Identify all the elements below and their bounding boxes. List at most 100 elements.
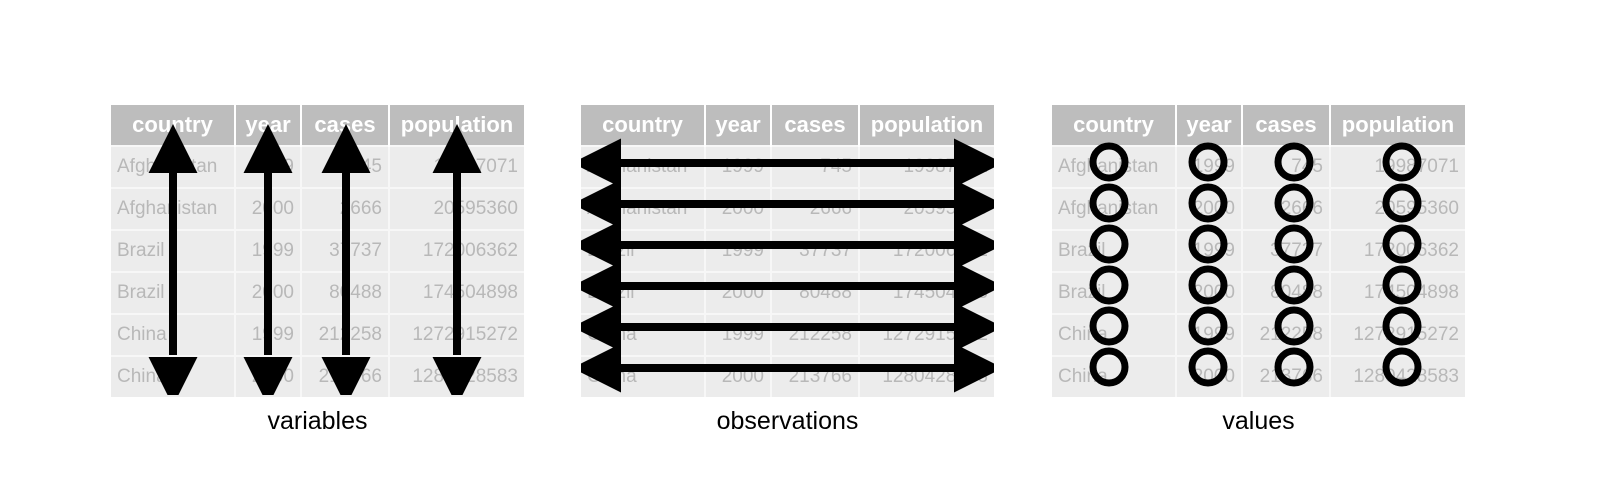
- population-cell: 1272915272: [1330, 313, 1465, 356]
- cases-cell: 80488: [301, 271, 390, 314]
- population-cell: 1272915272: [389, 313, 524, 356]
- caption-variables: variables: [267, 407, 368, 435]
- column-header-country: country: [581, 105, 706, 146]
- year-cell: 1999: [235, 145, 302, 188]
- column-header-cases: cases: [1242, 105, 1331, 146]
- column-header-country: country: [1052, 105, 1177, 146]
- table-row: Afghanistan 1999 745 19987071: [1052, 145, 1465, 188]
- country-cell: Afghanistan: [1052, 145, 1177, 188]
- cases-cell: 213766: [771, 355, 860, 397]
- year-cell: 1999: [1176, 145, 1243, 188]
- cases-cell: 2666: [771, 187, 860, 230]
- header-row: country year cases population: [1052, 105, 1465, 146]
- variables-panel: country year cases population Afghanista…: [111, 105, 524, 397]
- column-header-year: year: [1176, 105, 1243, 146]
- year-cell: 1999: [235, 229, 302, 272]
- table-row: China 2000 213766 1280428583: [111, 355, 524, 397]
- population-cell: 1280428583: [389, 355, 524, 397]
- country-cell: China: [581, 355, 706, 397]
- table-row: Brazil 2000 80488 174504898: [1052, 271, 1465, 314]
- table-row: Brazil 1999 37737 172006362: [111, 229, 524, 272]
- population-cell: 19987071: [1330, 145, 1465, 188]
- country-cell: Afghanistan: [111, 187, 236, 230]
- country-cell: China: [1052, 355, 1177, 397]
- year-cell: 1999: [705, 313, 772, 356]
- population-cell: 20595360: [859, 187, 994, 230]
- column-header-year: year: [235, 105, 302, 146]
- cases-cell: 80488: [1242, 271, 1331, 314]
- column-header-cases: cases: [771, 105, 860, 146]
- table-row: Afghanistan 1999 745 19987071: [581, 145, 994, 188]
- data-table: country year cases population Afghanista…: [1052, 105, 1465, 397]
- caption-observations: observations: [716, 407, 859, 435]
- population-cell: 20595360: [389, 187, 524, 230]
- population-cell: 174504898: [389, 271, 524, 314]
- table-row: Afghanistan 1999 745 19987071: [111, 145, 524, 188]
- cases-cell: 80488: [771, 271, 860, 314]
- population-cell: 1280428583: [859, 355, 994, 397]
- country-cell: China: [1052, 313, 1177, 356]
- country-cell: Brazil: [111, 229, 236, 272]
- data-table: country year cases population Afghanista…: [111, 105, 524, 397]
- cases-cell: 212258: [771, 313, 860, 356]
- country-cell: China: [111, 313, 236, 356]
- column-header-population: population: [389, 105, 524, 146]
- year-cell: 1999: [705, 145, 772, 188]
- country-cell: Brazil: [581, 271, 706, 314]
- column-header-year: year: [705, 105, 772, 146]
- table-row: Afghanistan 2000 2666 20595360: [111, 187, 524, 230]
- year-cell: 1999: [1176, 229, 1243, 272]
- cases-cell: 212258: [301, 313, 390, 356]
- year-cell: 2000: [1176, 271, 1243, 314]
- table-row: Brazil 1999 37737 172006362: [1052, 229, 1465, 272]
- population-cell: 174504898: [1330, 271, 1465, 314]
- country-cell: China: [111, 355, 236, 397]
- table-row: Brazil 2000 80488 174504898: [111, 271, 524, 314]
- year-cell: 2000: [705, 355, 772, 397]
- population-cell: 172006362: [389, 229, 524, 272]
- year-cell: 2000: [705, 271, 772, 314]
- caption-values: values: [1222, 407, 1295, 435]
- year-cell: 2000: [235, 187, 302, 230]
- table-row: Brazil 2000 80488 174504898: [581, 271, 994, 314]
- column-header-population: population: [1330, 105, 1465, 146]
- population-cell: 172006362: [859, 229, 994, 272]
- table-row: China 2000 213766 1280428583: [1052, 355, 1465, 397]
- cases-cell: 37737: [771, 229, 860, 272]
- population-cell: 174504898: [859, 271, 994, 314]
- cases-cell: 37737: [1242, 229, 1331, 272]
- year-cell: 2000: [1176, 187, 1243, 230]
- table-row: China 1999 212258 1272915272: [111, 313, 524, 356]
- cases-cell: 2666: [1242, 187, 1331, 230]
- cases-cell: 745: [1242, 145, 1331, 188]
- population-cell: 172006362: [1330, 229, 1465, 272]
- population-cell: 20595360: [1330, 187, 1465, 230]
- header-row: country year cases population: [111, 105, 524, 146]
- table-row: China 1999 212258 1272915272: [581, 313, 994, 356]
- country-cell: China: [581, 313, 706, 356]
- population-cell: 19987071: [859, 145, 994, 188]
- header-row: country year cases population: [581, 105, 994, 146]
- country-cell: Afghanistan: [581, 145, 706, 188]
- table-row: Brazil 1999 37737 172006362: [581, 229, 994, 272]
- country-cell: Brazil: [1052, 229, 1177, 272]
- column-header-country: country: [111, 105, 236, 146]
- observations-panel: country year cases population Afghanista…: [581, 105, 994, 397]
- cases-cell: 745: [301, 145, 390, 188]
- table-row: China 2000 213766 1280428583: [581, 355, 994, 397]
- cases-cell: 213766: [301, 355, 390, 397]
- cases-cell: 213766: [1242, 355, 1331, 397]
- year-cell: 2000: [235, 271, 302, 314]
- country-cell: Afghanistan: [581, 187, 706, 230]
- year-cell: 1999: [1176, 313, 1243, 356]
- year-cell: 2000: [1176, 355, 1243, 397]
- cases-cell: 37737: [301, 229, 390, 272]
- column-header-population: population: [859, 105, 994, 146]
- table-row: Afghanistan 2000 2666 20595360: [581, 187, 994, 230]
- country-cell: Brazil: [581, 229, 706, 272]
- cases-cell: 2666: [301, 187, 390, 230]
- values-panel: country year cases population Afghanista…: [1052, 105, 1465, 397]
- column-header-cases: cases: [301, 105, 390, 146]
- population-cell: 1272915272: [859, 313, 994, 356]
- table-row: China 1999 212258 1272915272: [1052, 313, 1465, 356]
